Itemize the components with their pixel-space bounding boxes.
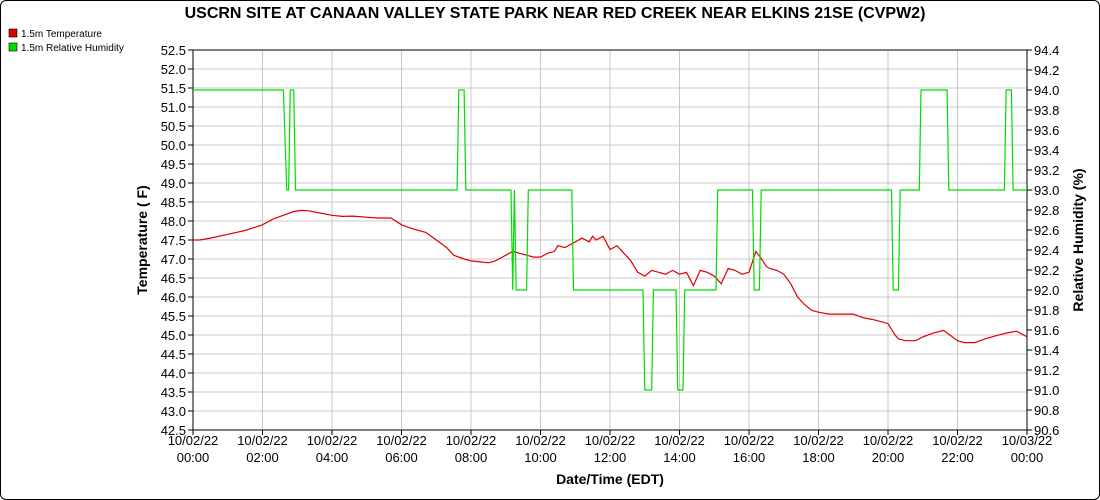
left-tick-label: 44.0 xyxy=(161,366,186,381)
left-tick-label: 50.5 xyxy=(161,119,186,134)
legend: 1.5m Temperature 1.5m Relative Humidity xyxy=(8,28,124,54)
left-tick-label: 47.0 xyxy=(161,252,186,267)
legend-label-humidity: 1.5m Relative Humidity xyxy=(21,43,124,54)
x-tick-date: 10/02/22 xyxy=(724,433,775,448)
left-tick-label: 46.5 xyxy=(161,271,186,286)
right-tick-label: 94.4 xyxy=(1034,43,1059,58)
x-axis-title: Date/Time (EDT) xyxy=(556,471,664,487)
x-tick-time: 00:00 xyxy=(177,450,210,465)
left-tick-label: 51.0 xyxy=(161,100,186,115)
temperature-line xyxy=(193,209,1028,344)
series xyxy=(193,89,1028,391)
right-tick-label: 94.2 xyxy=(1034,63,1059,78)
left-tick-label: 52.0 xyxy=(161,62,186,77)
x-tick-date: 10/02/22 xyxy=(793,433,844,448)
left-tick-label: 51.5 xyxy=(161,81,186,96)
x-tick-date: 10/02/22 xyxy=(446,433,497,448)
right-tick-label: 93.2 xyxy=(1034,163,1059,178)
right-tick-label: 92.4 xyxy=(1034,243,1059,258)
x-tick-date: 10/03/22 xyxy=(1002,433,1053,448)
right-tick-label: 92.6 xyxy=(1034,223,1059,238)
right-tick-label: 90.6 xyxy=(1034,423,1059,438)
right-tick-label: 93.0 xyxy=(1034,183,1059,198)
left-tick-label: 47.5 xyxy=(161,233,186,248)
right-tick-label: 91.2 xyxy=(1034,363,1059,378)
x-axis: 10/02/22 00:00 10/02/22 02:00 10/02/22 04:00 1… xyxy=(168,430,1053,465)
right-tick-label: 91.6 xyxy=(1034,323,1059,338)
right-tick-label: 93.6 xyxy=(1034,123,1059,138)
humidity-line xyxy=(193,89,1027,391)
left-tick-label: 48.0 xyxy=(161,214,186,229)
x-tick-time: 02:00 xyxy=(246,450,279,465)
left-tick-label: 49.5 xyxy=(161,157,186,172)
right-tick-label: 91.8 xyxy=(1034,303,1059,318)
left-tick-label: 43.0 xyxy=(161,404,186,419)
left-tick-label: 43.5 xyxy=(161,385,186,400)
left-tick-label: 44.5 xyxy=(161,347,186,362)
left-tick-label: 45.0 xyxy=(161,328,186,343)
right-tick-label: 93.4 xyxy=(1034,143,1059,158)
legend-label-temperature: 1.5m Temperature xyxy=(21,29,102,40)
left-tick-label: 52.5 xyxy=(161,43,186,58)
right-tick-label: 92.2 xyxy=(1034,263,1059,278)
right-tick-label: 93.8 xyxy=(1034,103,1059,118)
right-tick-label: 91.0 xyxy=(1034,383,1059,398)
legend-swatch-humidity xyxy=(8,42,18,52)
x-tick-time: 08:00 xyxy=(455,450,488,465)
x-tick-date: 10/02/22 xyxy=(585,433,636,448)
x-tick-time: 04:00 xyxy=(316,450,349,465)
legend-swatch-temperature xyxy=(8,28,18,38)
right-tick-label: 90.8 xyxy=(1034,403,1059,418)
grid xyxy=(192,49,1028,431)
x-tick-date: 10/02/22 xyxy=(168,433,219,448)
x-tick-time: 14:00 xyxy=(663,450,696,465)
right-tick-label: 92.8 xyxy=(1034,203,1059,218)
left-tick-label: 48.5 xyxy=(161,195,186,210)
x-tick-date: 10/02/22 xyxy=(515,433,566,448)
x-tick-time: 20:00 xyxy=(872,450,905,465)
x-tick-time: 12:00 xyxy=(594,450,627,465)
chart-title: USCRN SITE AT CANAAN VALLEY STATE PARK N… xyxy=(185,5,926,22)
right-tick-label: 92.0 xyxy=(1034,283,1059,298)
right-axis: 94.4 94.2 94.0 93.8 93.6 93.4 93.2 93.0 92.8 92.6… xyxy=(1027,43,1059,438)
left-tick-label: 50.0 xyxy=(161,138,186,153)
x-tick-time: 00:00 xyxy=(1011,450,1044,465)
right-tick-label: 94.0 xyxy=(1034,83,1059,98)
left-axis-title: Temperature ( F) xyxy=(134,185,150,294)
left-tick-label: 49.0 xyxy=(161,176,186,191)
x-tick-date: 10/02/22 xyxy=(376,433,427,448)
x-tick-date: 10/02/22 xyxy=(654,433,705,448)
x-tick-date: 10/02/22 xyxy=(932,433,983,448)
x-tick-time: 22:00 xyxy=(941,450,974,465)
left-axis: 52.5 52.0 51.5 51.0 50.5 50.0 49.5 49.0 48.5 48.0… xyxy=(161,43,193,438)
left-tick-label: 42.5 xyxy=(161,423,186,438)
x-tick-time: 18:00 xyxy=(802,450,835,465)
x-tick-time: 10:00 xyxy=(524,450,557,465)
x-tick-date: 10/02/22 xyxy=(863,433,914,448)
left-tick-label: 45.5 xyxy=(161,309,186,324)
x-tick-time: 16:00 xyxy=(733,450,766,465)
right-tick-label: 91.4 xyxy=(1034,343,1059,358)
x-tick-date: 10/02/22 xyxy=(307,433,358,448)
x-tick-date: 10/02/22 xyxy=(237,433,288,448)
x-tick-time: 06:00 xyxy=(385,450,418,465)
right-axis-title: Relative Humidity (%) xyxy=(1070,168,1086,311)
left-tick-label: 46.0 xyxy=(161,290,186,305)
